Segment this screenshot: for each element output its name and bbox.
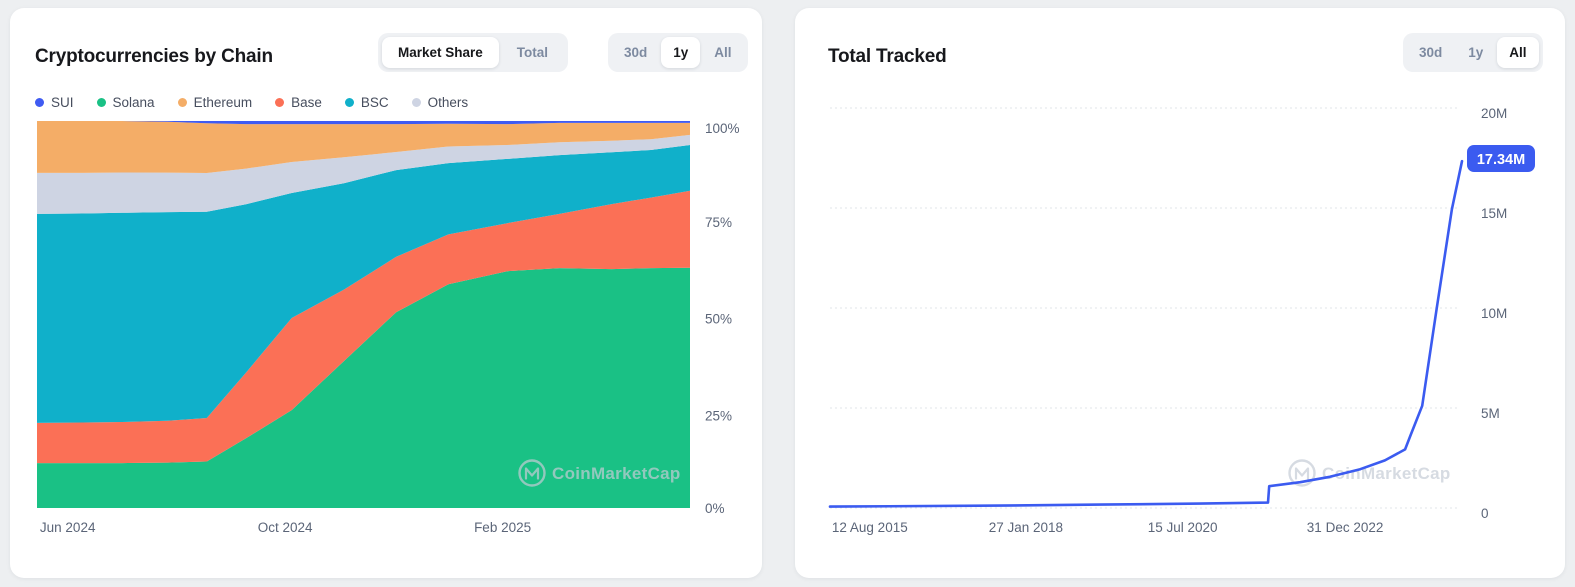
x-tick-31-dec-2022: 31 Dec 2022	[1307, 520, 1384, 535]
y-tick-20M: 20M	[1481, 106, 1507, 121]
y-tick-100pct: 100%	[705, 121, 740, 136]
x-tick-15-jul-2020: 15 Jul 2020	[1148, 520, 1218, 535]
legend-item-bsc[interactable]: BSC	[344, 95, 389, 110]
coinmarketcap-watermark: CoinMarketCap	[1288, 459, 1451, 487]
right-card-title: Total Tracked	[828, 46, 947, 67]
chart-legend: SUI Solana Ethereum Base BSC Others	[35, 95, 468, 110]
legend-item-sui[interactable]: SUI	[35, 95, 74, 110]
left-range-toggle: 30d 1y All	[608, 33, 748, 72]
x-tick-jun-2024: Jun 2024	[40, 520, 96, 535]
legend-label-solana: Solana	[112, 95, 155, 110]
legend-dot-solana	[96, 98, 106, 107]
last-value-badge: 17.34M	[1467, 145, 1535, 172]
area-ethereum	[37, 121, 690, 173]
area-base	[37, 190, 690, 464]
right-range-option-30d[interactable]: 30d	[1419, 45, 1443, 60]
x-tick-27-jan-2018: 27 Jan 2018	[989, 520, 1063, 535]
line-plot-hover-region[interactable]	[830, 108, 1457, 508]
right-range-option-all[interactable]: All	[1497, 37, 1539, 68]
x-tick-feb-2025: Feb 2025	[474, 520, 531, 535]
svg-text:CoinMarketCap: CoinMarketCap	[552, 464, 681, 483]
area-sui	[37, 121, 690, 125]
left-range-option-all[interactable]: All	[714, 45, 732, 60]
total-tracked-chart[interactable]: 0 5M 10M 15M 20M CoinMarketCap 12 Aug 2015 27 J…	[795, 98, 1565, 568]
left-range-option-30d[interactable]: 30d	[624, 45, 648, 60]
legend-dot-others	[411, 98, 421, 107]
y-tick-75pct: 75%	[705, 215, 732, 230]
y-tick-0: 0	[1481, 506, 1489, 521]
legend-dot-ethereum	[177, 98, 187, 107]
area-solana	[37, 267, 690, 508]
legend-label-bsc: BSC	[360, 95, 389, 110]
area-others	[37, 134, 690, 214]
area-bsc	[37, 145, 690, 423]
last-value-text: 17.34M	[1477, 152, 1525, 168]
legend-item-base[interactable]: Base	[275, 95, 322, 110]
market-share-chart[interactable]: CoinMarketCap 0% 25% 50% 75% 100% Jun 2024 Oct …	[10, 113, 762, 573]
y-tick-10M: 10M	[1481, 306, 1507, 321]
legend-dot-base	[275, 98, 285, 107]
legend-dot-sui	[35, 98, 44, 107]
mode-option-total[interactable]: Total	[516, 45, 549, 60]
y-tick-50pct: 50%	[705, 312, 732, 327]
legend-label-ethereum: Ethereum	[193, 95, 253, 110]
right-range-toggle: 30d 1y All	[1403, 33, 1543, 72]
legend-label-others: Others	[427, 95, 469, 110]
y-tick-5M: 5M	[1481, 406, 1500, 421]
x-tick-12-aug-2015: 12 Aug 2015	[832, 520, 908, 535]
right-range-option-1y[interactable]: 1y	[1468, 45, 1484, 60]
legend-item-ethereum[interactable]: Ethereum	[177, 95, 253, 110]
legend-item-others[interactable]: Others	[411, 95, 469, 110]
legend-item-solana[interactable]: Solana	[96, 95, 155, 110]
legend-label-base: Base	[291, 95, 322, 110]
mode-option-market-share[interactable]: Market Share	[382, 37, 499, 68]
mode-toggle: Market Share Total	[378, 33, 569, 72]
left-range-option-1y[interactable]: 1y	[661, 37, 701, 68]
y-tick-15M: 15M	[1481, 206, 1507, 221]
coinmarketcap-watermark: CoinMarketCap	[518, 459, 681, 487]
y-tick-25pct: 25%	[705, 408, 732, 423]
legend-dot-bsc	[344, 98, 354, 107]
total-tracked-card: Total Tracked 30d 1y All 0 5M 10M 15M 20M CoinM…	[795, 8, 1565, 578]
y-tick-0pct: 0%	[705, 501, 725, 516]
total-tracked-line	[828, 159, 1464, 508]
x-tick-oct-2024: Oct 2024	[258, 520, 313, 535]
area-plot-hover-region[interactable]	[37, 121, 690, 508]
market-share-card: Cryptocurrencies by Chain Market Share To…	[10, 8, 762, 578]
svg-text:CoinMarketCap: CoinMarketCap	[1322, 464, 1451, 483]
left-card-title: Cryptocurrencies by Chain	[35, 46, 273, 67]
legend-label-sui: SUI	[51, 95, 74, 110]
